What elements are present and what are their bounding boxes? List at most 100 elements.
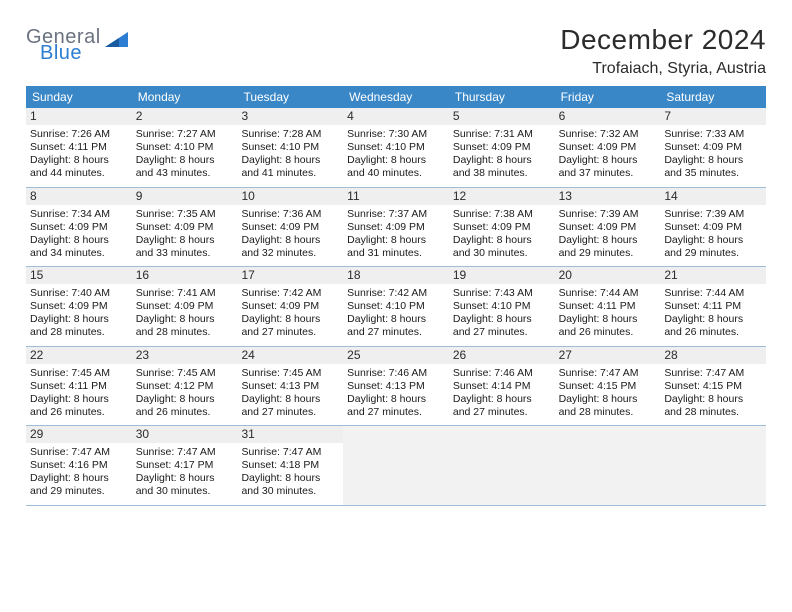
month-title: December 2024 xyxy=(560,24,766,56)
daylight-line: Daylight: 8 hours and 32 minutes. xyxy=(241,234,339,260)
day-cell-empty xyxy=(555,426,661,505)
day-cell: 27Sunrise: 7:47 AMSunset: 4:15 PMDayligh… xyxy=(555,347,661,426)
day-cell: 23Sunrise: 7:45 AMSunset: 4:12 PMDayligh… xyxy=(132,347,238,426)
calendar: SundayMondayTuesdayWednesdayThursdayFrid… xyxy=(26,86,766,506)
daylight-line: Daylight: 8 hours and 35 minutes. xyxy=(664,154,762,180)
sunset-line: Sunset: 4:09 PM xyxy=(241,300,339,313)
day-number: 17 xyxy=(237,267,343,284)
daylight-line: Daylight: 8 hours and 27 minutes. xyxy=(453,393,551,419)
sunrise-line: Sunrise: 7:36 AM xyxy=(241,208,339,221)
dow-cell: Saturday xyxy=(660,86,766,108)
sunrise-line: Sunrise: 7:30 AM xyxy=(347,128,445,141)
day-cell: 11Sunrise: 7:37 AMSunset: 4:09 PMDayligh… xyxy=(343,188,449,267)
sunrise-line: Sunrise: 7:37 AM xyxy=(347,208,445,221)
day-cell: 12Sunrise: 7:38 AMSunset: 4:09 PMDayligh… xyxy=(449,188,555,267)
day-cell: 28Sunrise: 7:47 AMSunset: 4:15 PMDayligh… xyxy=(660,347,766,426)
daylight-line: Daylight: 8 hours and 43 minutes. xyxy=(136,154,234,180)
day-number: 24 xyxy=(237,347,343,364)
day-number: 18 xyxy=(343,267,449,284)
week-row: 22Sunrise: 7:45 AMSunset: 4:11 PMDayligh… xyxy=(26,347,766,427)
dow-cell: Sunday xyxy=(26,86,132,108)
sunrise-line: Sunrise: 7:44 AM xyxy=(664,287,762,300)
sunrise-line: Sunrise: 7:43 AM xyxy=(453,287,551,300)
day-cell: 18Sunrise: 7:42 AMSunset: 4:10 PMDayligh… xyxy=(343,267,449,346)
dow-cell: Monday xyxy=(132,86,238,108)
dow-header-row: SundayMondayTuesdayWednesdayThursdayFrid… xyxy=(26,86,766,108)
daylight-line: Daylight: 8 hours and 41 minutes. xyxy=(241,154,339,180)
sunset-line: Sunset: 4:10 PM xyxy=(453,300,551,313)
day-number: 16 xyxy=(132,267,238,284)
sunrise-line: Sunrise: 7:46 AM xyxy=(347,367,445,380)
day-cell: 22Sunrise: 7:45 AMSunset: 4:11 PMDayligh… xyxy=(26,347,132,426)
sunset-line: Sunset: 4:09 PM xyxy=(30,300,128,313)
sunrise-line: Sunrise: 7:31 AM xyxy=(453,128,551,141)
daylight-line: Daylight: 8 hours and 29 minutes. xyxy=(664,234,762,260)
sunset-line: Sunset: 4:15 PM xyxy=(664,380,762,393)
sunrise-line: Sunrise: 7:40 AM xyxy=(30,287,128,300)
sunrise-line: Sunrise: 7:45 AM xyxy=(30,367,128,380)
sunset-line: Sunset: 4:09 PM xyxy=(664,221,762,234)
daylight-line: Daylight: 8 hours and 37 minutes. xyxy=(559,154,657,180)
day-number: 7 xyxy=(660,108,766,125)
daylight-line: Daylight: 8 hours and 26 minutes. xyxy=(30,393,128,419)
daylight-line: Daylight: 8 hours and 27 minutes. xyxy=(347,313,445,339)
day-cell: 14Sunrise: 7:39 AMSunset: 4:09 PMDayligh… xyxy=(660,188,766,267)
sunset-line: Sunset: 4:11 PM xyxy=(559,300,657,313)
sunrise-line: Sunrise: 7:47 AM xyxy=(559,367,657,380)
daylight-line: Daylight: 8 hours and 30 minutes. xyxy=(241,472,339,498)
day-cell: 2Sunrise: 7:27 AMSunset: 4:10 PMDaylight… xyxy=(132,108,238,187)
sunset-line: Sunset: 4:13 PM xyxy=(241,380,339,393)
day-number: 4 xyxy=(343,108,449,125)
day-number: 20 xyxy=(555,267,661,284)
sunset-line: Sunset: 4:09 PM xyxy=(30,221,128,234)
day-cell: 10Sunrise: 7:36 AMSunset: 4:09 PMDayligh… xyxy=(237,188,343,267)
daylight-line: Daylight: 8 hours and 27 minutes. xyxy=(453,313,551,339)
sunrise-line: Sunrise: 7:35 AM xyxy=(136,208,234,221)
sunset-line: Sunset: 4:09 PM xyxy=(136,300,234,313)
day-number: 23 xyxy=(132,347,238,364)
sunrise-line: Sunrise: 7:47 AM xyxy=(30,446,128,459)
sunset-line: Sunset: 4:18 PM xyxy=(241,459,339,472)
daylight-line: Daylight: 8 hours and 27 minutes. xyxy=(241,393,339,419)
day-number: 27 xyxy=(555,347,661,364)
day-number: 30 xyxy=(132,426,238,443)
day-cell: 7Sunrise: 7:33 AMSunset: 4:09 PMDaylight… xyxy=(660,108,766,187)
daylight-line: Daylight: 8 hours and 27 minutes. xyxy=(347,393,445,419)
day-cell: 30Sunrise: 7:47 AMSunset: 4:17 PMDayligh… xyxy=(132,426,238,505)
sunrise-line: Sunrise: 7:47 AM xyxy=(241,446,339,459)
sunset-line: Sunset: 4:11 PM xyxy=(664,300,762,313)
daylight-line: Daylight: 8 hours and 40 minutes. xyxy=(347,154,445,180)
day-cell: 9Sunrise: 7:35 AMSunset: 4:09 PMDaylight… xyxy=(132,188,238,267)
day-number: 11 xyxy=(343,188,449,205)
location: Trofaiach, Styria, Austria xyxy=(560,60,766,78)
dow-cell: Friday xyxy=(555,86,661,108)
day-number: 1 xyxy=(26,108,132,125)
day-cell: 21Sunrise: 7:44 AMSunset: 4:11 PMDayligh… xyxy=(660,267,766,346)
sunset-line: Sunset: 4:10 PM xyxy=(347,300,445,313)
day-number: 14 xyxy=(660,188,766,205)
sunrise-line: Sunrise: 7:27 AM xyxy=(136,128,234,141)
sunrise-line: Sunrise: 7:45 AM xyxy=(241,367,339,380)
sunset-line: Sunset: 4:09 PM xyxy=(453,221,551,234)
day-cell: 13Sunrise: 7:39 AMSunset: 4:09 PMDayligh… xyxy=(555,188,661,267)
day-cell: 25Sunrise: 7:46 AMSunset: 4:13 PMDayligh… xyxy=(343,347,449,426)
daylight-line: Daylight: 8 hours and 26 minutes. xyxy=(664,313,762,339)
sunset-line: Sunset: 4:09 PM xyxy=(559,221,657,234)
day-number: 29 xyxy=(26,426,132,443)
daylight-line: Daylight: 8 hours and 34 minutes. xyxy=(30,234,128,260)
sunset-line: Sunset: 4:10 PM xyxy=(347,141,445,154)
day-number: 28 xyxy=(660,347,766,364)
triangle-icon xyxy=(105,30,129,53)
day-cell: 20Sunrise: 7:44 AMSunset: 4:11 PMDayligh… xyxy=(555,267,661,346)
day-number: 15 xyxy=(26,267,132,284)
daylight-line: Daylight: 8 hours and 26 minutes. xyxy=(559,313,657,339)
sunset-line: Sunset: 4:09 PM xyxy=(559,141,657,154)
daylight-line: Daylight: 8 hours and 30 minutes. xyxy=(136,472,234,498)
sunrise-line: Sunrise: 7:28 AM xyxy=(241,128,339,141)
sunrise-line: Sunrise: 7:33 AM xyxy=(664,128,762,141)
daylight-line: Daylight: 8 hours and 28 minutes. xyxy=(136,313,234,339)
day-cell: 4 Sunrise: 7:30 AMSunset: 4:10 PMDaylight… xyxy=(343,108,449,187)
day-number: 22 xyxy=(26,347,132,364)
dow-cell: Thursday xyxy=(449,86,555,108)
sunrise-line: Sunrise: 7:26 AM xyxy=(30,128,128,141)
